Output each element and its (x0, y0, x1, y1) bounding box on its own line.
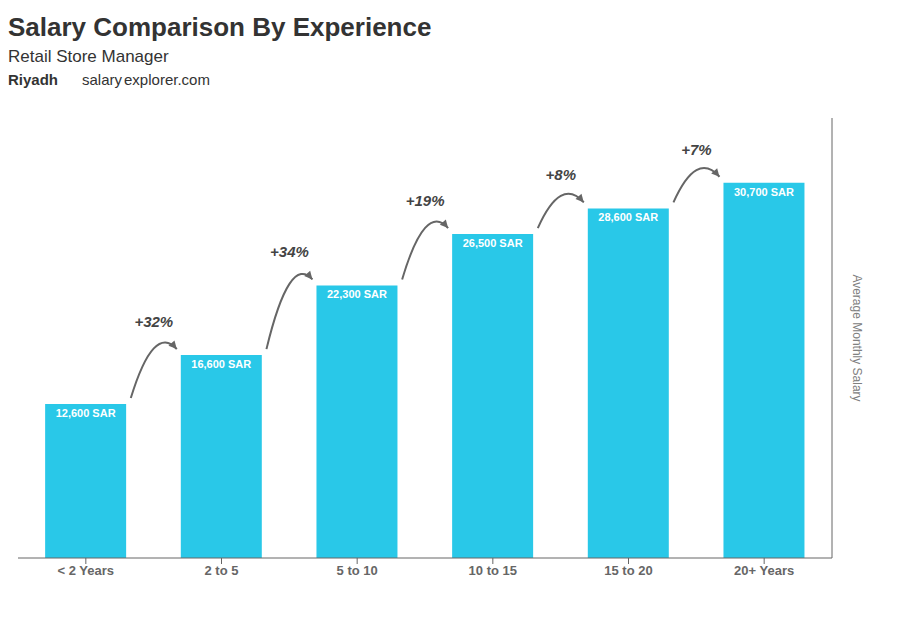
svg-text:+19%: +19% (406, 192, 445, 209)
svg-text:12,600 SAR: 12,600 SAR (56, 407, 116, 419)
html-text:Salary Comparison By Experienc: Salary Comparison By Experience (8, 12, 432, 42)
svg-text:2 to 5: 2 to 5 (205, 563, 239, 578)
svg-text:15 to 20: 15 to 20 (604, 563, 652, 578)
svg-text:30,700 SAR: 30,700 SAR (734, 186, 794, 198)
svg-text:5 to 10: 5 to 10 (337, 563, 378, 578)
svg-text:+34%: +34% (270, 243, 309, 260)
svg-text:+8%: +8% (546, 166, 576, 183)
html-text:Riyadh: Riyadh (8, 71, 58, 88)
html-text:salary explorer.com: salary explorer.com (82, 71, 210, 88)
svg-text:Average Monthly Salary: Average Monthly Salary (850, 274, 864, 401)
svg-text:28,600 SAR: 28,600 SAR (598, 211, 658, 223)
svg-text:26,500 SAR: 26,500 SAR (463, 237, 523, 249)
svg-text:10 to 15: 10 to 15 (469, 563, 517, 578)
svg-text:+32%: +32% (134, 313, 173, 330)
svg-text:16,600 SAR: 16,600 SAR (191, 358, 251, 370)
svg-text:< 2 Years: < 2 Years (58, 563, 115, 578)
svg-text:20+ Years: 20+ Years (734, 563, 794, 578)
svg-text:+7%: +7% (681, 141, 711, 158)
svg-text:22,300 SAR: 22,300 SAR (327, 288, 387, 300)
html-text:Retail Store Manager: Retail Store Manager (8, 47, 169, 66)
